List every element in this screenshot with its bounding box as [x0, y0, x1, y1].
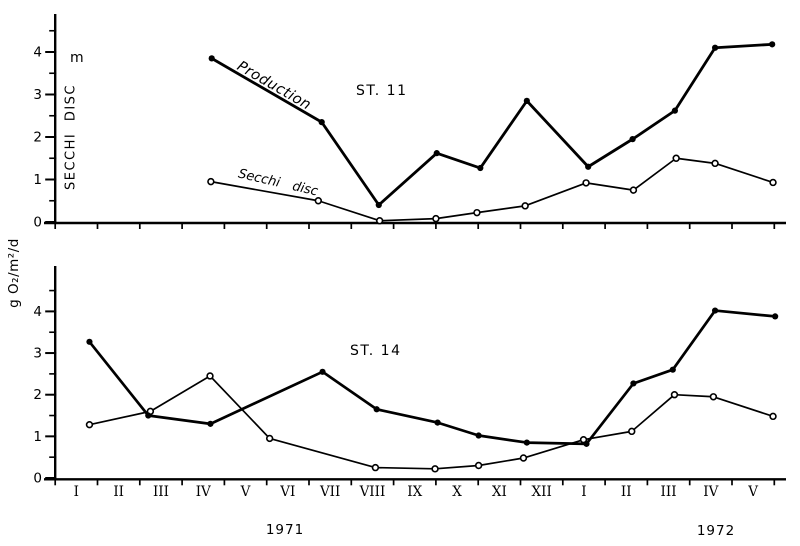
secchi-point-st11	[582, 179, 590, 187]
secchi-point-st14	[519, 454, 528, 462]
secchi-point-st14	[670, 391, 679, 399]
production-point-st11	[711, 44, 719, 51]
y-tick-label-st14: 0	[33, 471, 42, 487]
secchi-point-st11	[375, 217, 384, 225]
y-tick-label-st11: 4	[33, 45, 42, 61]
production-point-st14	[86, 338, 93, 345]
month-label: XII	[532, 484, 552, 500]
month-label: VI	[279, 484, 295, 500]
secchi-point-st14	[628, 427, 636, 436]
y-tick-label-st11: 0	[33, 215, 42, 231]
secchi-point-st14	[769, 412, 777, 421]
secchi-point-st11	[432, 214, 440, 223]
month-label: II	[113, 484, 124, 500]
production-point-st11	[629, 136, 636, 143]
production-point-st11	[318, 119, 325, 126]
month-label: I	[74, 484, 79, 500]
secchi-point-st11	[473, 208, 481, 217]
production-line-st14	[88, 309, 776, 446]
secchi-point-st14	[474, 461, 483, 470]
secchi-point-st11	[314, 197, 323, 205]
month-label: III	[153, 484, 169, 500]
y-tick-label-st14: 2	[33, 387, 42, 403]
y-tick-label-st14: 1	[33, 429, 42, 445]
month-label: I	[581, 484, 586, 500]
production-point-st11	[433, 150, 440, 157]
secchi-point-st14	[579, 435, 588, 444]
secchi-point-st14	[265, 434, 274, 443]
production-point-st14	[669, 366, 676, 373]
production-point-st11	[585, 163, 592, 170]
month-label: VII	[319, 484, 340, 500]
y-tick-label-st14: 3	[33, 346, 42, 362]
month-label: IV	[196, 484, 211, 500]
production-point-st14	[207, 420, 214, 427]
production-point-st14	[523, 439, 530, 446]
secchi-point-st11	[672, 154, 680, 162]
production-point-st14	[630, 380, 637, 387]
secchi-point-st14	[371, 463, 380, 472]
y-tick-label-st11: 1	[33, 172, 42, 188]
production-point-st14	[373, 406, 380, 413]
month-label: II	[621, 484, 632, 500]
month-label: V	[240, 484, 251, 500]
production-point-st14	[772, 313, 779, 320]
month-label: III	[661, 484, 677, 500]
production-point-st14	[475, 432, 482, 439]
month-label: IX	[407, 484, 422, 500]
production-point-st11	[477, 164, 484, 172]
secchi-point-st14	[206, 372, 214, 380]
production-point-st11	[769, 41, 776, 48]
production-point-st11	[375, 201, 382, 209]
secchi-point-st14	[431, 465, 439, 473]
secchi-point-st11	[521, 202, 529, 210]
month-label: XI	[492, 484, 507, 500]
secchi-point-st14	[85, 420, 94, 429]
production-point-st14	[711, 307, 719, 314]
secchi-point-st11	[207, 177, 215, 186]
month-label: X	[452, 484, 462, 500]
production-point-st11	[208, 55, 215, 62]
production-point-st14	[583, 440, 590, 447]
secchi-point-st11	[769, 178, 777, 187]
secchi-point-st11	[629, 186, 638, 194]
month-label: V	[747, 484, 758, 500]
y-tick-label-st14: 4	[33, 304, 42, 320]
production-line-st11	[211, 42, 773, 207]
production-point-st11	[523, 97, 530, 104]
secchi-point-st14	[709, 393, 718, 401]
secchi-point-st11	[711, 159, 719, 168]
month-label: IV	[703, 484, 718, 500]
secchi-line-st11	[210, 157, 774, 222]
y-tick-label-st11: 3	[33, 87, 42, 103]
month-label: VIII	[359, 484, 386, 500]
production-point-st14	[145, 412, 152, 419]
production-point-st14	[319, 368, 326, 375]
production-point-st11	[671, 107, 678, 114]
y-tick-label-st11: 2	[33, 130, 42, 146]
production-point-st14	[434, 419, 441, 426]
